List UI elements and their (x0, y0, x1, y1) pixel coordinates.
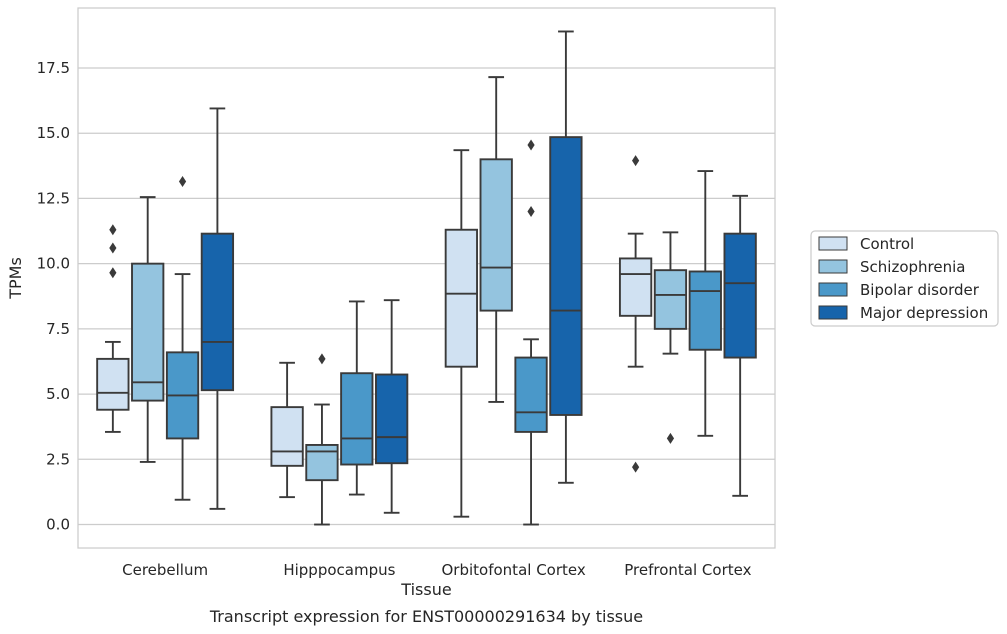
box-0-1 (131, 196, 165, 463)
y-tick-label: 0.0 (46, 516, 70, 534)
iqr-box (375, 373, 409, 465)
box-3-1 (653, 231, 688, 444)
iqr-box (96, 357, 130, 411)
x-tick-label: Orbitofontal Cortex (442, 561, 586, 579)
outlier-point (527, 205, 535, 217)
y-tick-label: 7.5 (46, 320, 70, 338)
plot-frame (77, 7, 776, 549)
x-tick-label: Cerebellum (122, 561, 208, 579)
iqr-box (200, 232, 235, 392)
iqr-box (131, 262, 165, 402)
iqr-box (340, 372, 374, 466)
y-axis-label: TPMs (6, 257, 25, 300)
box-0-3 (200, 107, 235, 510)
outlier-point (109, 267, 117, 279)
legend-label: Control (860, 235, 914, 253)
box-2-2 (514, 139, 548, 526)
iqr-box (444, 228, 478, 368)
y-tick-label: 17.5 (37, 59, 70, 77)
outlier-point (632, 155, 640, 167)
box-3-0 (618, 155, 653, 473)
iqr-box (305, 444, 339, 482)
y-tick-label: 5.0 (46, 385, 70, 403)
box-2-3 (549, 30, 583, 484)
box-0-0 (96, 224, 130, 433)
x-tick-label: Prefrontal Cortex (624, 561, 751, 579)
x-axis-ticks: Cerebellum Hipppocampus Orbitofontal Corte… (122, 561, 751, 579)
y-tick-label: 2.5 (46, 450, 70, 468)
box-2-0 (444, 149, 478, 518)
outlier-point (666, 432, 675, 444)
box-3-3 (723, 194, 757, 497)
iqr-box (618, 257, 653, 317)
legend-swatch (818, 305, 848, 320)
box-3-2 (688, 170, 722, 437)
iqr-box (653, 269, 688, 330)
box-1-1 (305, 353, 339, 526)
x-axis-label: Tissue (400, 580, 451, 599)
outlier-point (318, 353, 326, 365)
boxplot-boxes (96, 30, 757, 526)
box-1-3 (375, 299, 409, 514)
legend-label: Bipolar disorder (860, 281, 980, 299)
legend-swatch (818, 236, 848, 251)
outlier-point (109, 242, 117, 254)
outlier-point (178, 175, 187, 187)
y-tick-label: 15.0 (37, 124, 70, 142)
iqr-box (514, 356, 548, 433)
legend: Control Schizophrenia Bipolar disorder Majo… (810, 230, 999, 327)
y-tick-label: 10.0 (37, 255, 70, 273)
box-0-2 (165, 175, 200, 501)
legend-label: Major depression (860, 304, 988, 322)
iqr-box (270, 406, 304, 467)
box-1-2 (340, 300, 374, 496)
legend-swatch (818, 259, 848, 274)
iqr-box (479, 158, 513, 312)
y-axis-ticks: 0.0 2.5 5.0 7.5 10.0 12.5 15.0 17.5 (37, 59, 70, 534)
legend-frame (810, 230, 999, 327)
box-2-1 (479, 76, 513, 403)
outlier-point (527, 139, 535, 151)
outlier-point (632, 461, 640, 473)
legend-label: Schizophrenia (860, 258, 965, 276)
box-1-0 (270, 361, 304, 499)
iqr-box (549, 136, 583, 416)
iqr-box (723, 232, 757, 359)
x-tick-label: Hipppocampus (283, 561, 395, 579)
legend-swatch (818, 282, 848, 297)
outlier-point (109, 224, 117, 236)
y-tick-label: 12.5 (37, 189, 70, 207)
iqr-box (688, 270, 722, 351)
chart-title: Transcript expression for ENST0000029163… (209, 607, 643, 626)
